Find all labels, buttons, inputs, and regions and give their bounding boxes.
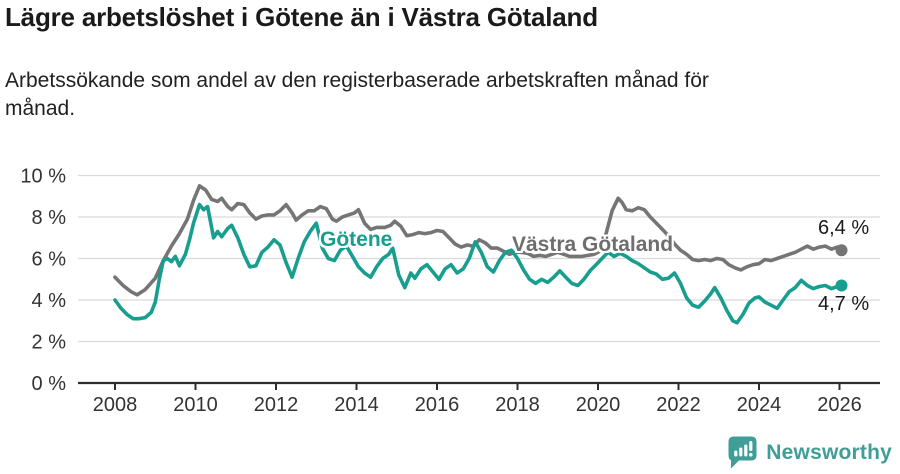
newsworthy-wordmark: Newsworthy bbox=[766, 440, 892, 464]
y-tick-label: 10 % bbox=[20, 166, 66, 188]
x-tick-label: 2014 bbox=[334, 394, 379, 416]
x-tick-label: 2024 bbox=[737, 394, 782, 416]
x-tick-label: 2026 bbox=[817, 394, 862, 416]
x-tick-label: 2022 bbox=[656, 394, 701, 416]
page-title: Lägre arbetslöshet i Götene än i Västra … bbox=[5, 2, 598, 32]
end-value-label-vastra-gotaland: 6,4 % bbox=[818, 217, 870, 239]
x-tick-label: 2008 bbox=[93, 394, 138, 416]
x-tick-label: 2010 bbox=[173, 394, 218, 416]
end-dot-g-tene bbox=[835, 279, 848, 292]
newsworthy-branding: Newsworthy bbox=[728, 436, 892, 469]
line-series-v-stra-g-taland bbox=[113, 184, 844, 297]
x-tick-label: 2012 bbox=[254, 394, 299, 416]
line-series-g-tene bbox=[113, 202, 844, 325]
newsworthy-logo-icon bbox=[728, 436, 757, 469]
x-tick-label: 2016 bbox=[415, 394, 460, 416]
chart-subtitle: Arbetssökande som andel av den registerb… bbox=[5, 67, 875, 123]
series-label-vastra-gotaland: Västra Götaland bbox=[512, 233, 674, 256]
end-dot-v-stra-g-taland bbox=[835, 244, 848, 257]
subtitle-line-2: månad. bbox=[5, 97, 76, 120]
x-tick-label: 2018 bbox=[495, 394, 540, 416]
series-label-gotene: Götene bbox=[320, 228, 393, 251]
y-tick-label: 0 % bbox=[32, 373, 67, 395]
end-value-label-gotene: 4,7 % bbox=[818, 293, 870, 315]
y-tick-label: 6 % bbox=[32, 249, 67, 271]
subtitle-line-1: Arbetssökande som andel av den registerb… bbox=[5, 69, 709, 92]
y-tick-label: 2 % bbox=[32, 332, 67, 354]
x-tick-label: 2020 bbox=[576, 394, 621, 416]
y-tick-label: 4 % bbox=[32, 290, 67, 312]
y-tick-label: 8 % bbox=[32, 207, 67, 229]
